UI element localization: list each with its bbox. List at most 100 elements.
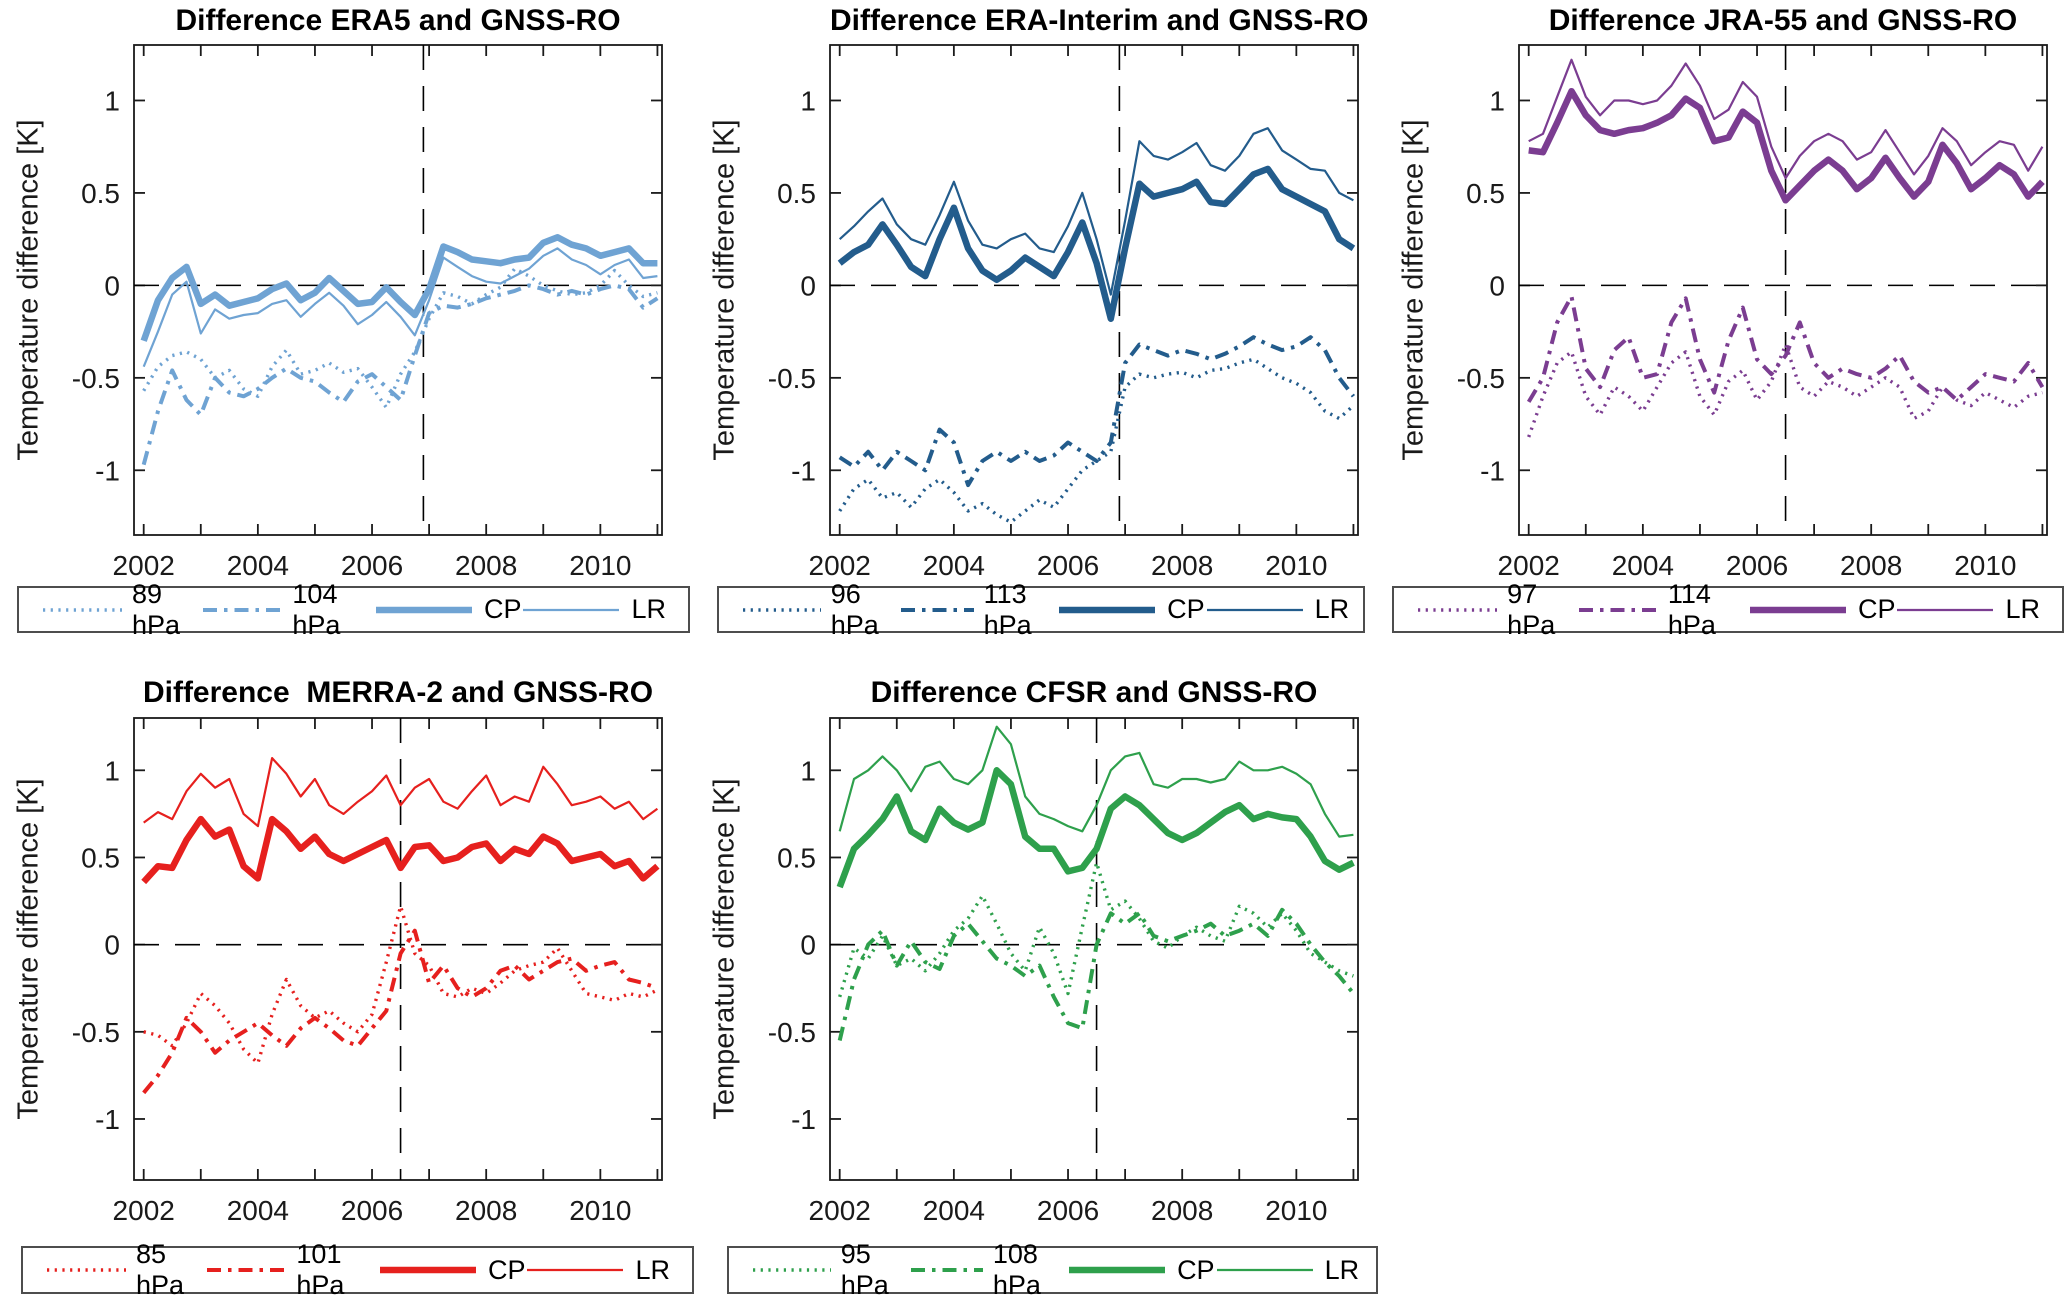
legend-merra2: 85 hPa 101 hPa CP LR — [21, 1239, 694, 1300]
series-line-lr — [142, 247, 658, 368]
x-tick-label: 2002 — [1498, 550, 1560, 581]
legend-sample-line-icon — [47, 1268, 126, 1272]
y-tick-label: -0.5 — [768, 363, 816, 394]
x-tick-label: 2008 — [1151, 1195, 1213, 1226]
legend-entry-cp: CP — [1067, 1255, 1215, 1286]
x-tick-label: 2008 — [1840, 550, 1902, 581]
legend-label: 96 hPa — [830, 578, 879, 640]
y-tick-label: 0.5 — [777, 842, 816, 873]
y-tick-label: 0 — [800, 930, 816, 961]
legend-sample-line-icon — [207, 1268, 287, 1272]
series-line-cp — [140, 234, 658, 342]
legend-cfsr: 95 hPa 108 hPa CP LR — [727, 1239, 1378, 1300]
legend-sample-line-icon — [1418, 607, 1498, 612]
legend-entry-113-hpa: 113 hPa — [899, 579, 1057, 641]
y-tick-label: -0.5 — [1457, 363, 1505, 394]
series-line-113-hpa — [838, 335, 1355, 488]
x-tick-label: 2004 — [923, 550, 985, 581]
legend-label: CP — [483, 594, 522, 624]
legend-sample-line-icon — [375, 606, 472, 613]
legend-entry-lr: LR — [525, 1255, 670, 1286]
x-tick-label: 2010 — [1265, 1195, 1327, 1226]
legend-sample-line-icon — [379, 1266, 476, 1274]
series-line-108-hpa — [837, 907, 1355, 1041]
legend-entry-85-hpa: 85 hPa — [45, 1239, 205, 1301]
x-tick-label: 2010 — [1265, 550, 1327, 581]
axes: 2002 2004 2006 2008 2010 1 0.5 0 -0.5 -1 — [1457, 44, 2048, 581]
y-tick-label: -1 — [791, 1104, 816, 1135]
legend-entry-101-hpa: 101 hPa — [205, 1239, 378, 1301]
y-tick-label: -0.5 — [72, 1017, 120, 1048]
legend-era5: 89 hPa 104 hPa CP LR — [17, 579, 690, 640]
y-tick-label: 0 — [104, 270, 120, 301]
axes: 2002 2004 2006 2008 2010 1 0.5 0 -0.5 -1 — [768, 44, 1359, 581]
y-tick-label: 1 — [1489, 85, 1505, 116]
panel-title-jra55: Difference JRA-55 and GNSS-RO — [1548, 4, 2018, 37]
legend-label: 113 hPa — [983, 578, 1032, 640]
legend-sample-line-icon — [43, 607, 122, 612]
x-tick-label: 2010 — [1954, 550, 2016, 581]
series-line-lr — [838, 725, 1354, 838]
series-line-cp — [141, 815, 660, 885]
y-tick-label: 0.5 — [81, 178, 120, 209]
legend-sample-line-icon — [527, 1268, 624, 1272]
y-tick-label: -1 — [95, 455, 120, 486]
legend-sample-line-icon — [1897, 608, 1994, 611]
x-tick-label: 2004 — [1612, 550, 1674, 581]
series-line-114-hpa — [1526, 294, 2045, 403]
axes: 2002 2004 2006 2008 2010 1 0.5 0 -0.5 -1 — [768, 717, 1359, 1226]
legend-label: CP — [1177, 1254, 1215, 1285]
panel-title-merra2: Difference MERRA-2 and GNSS-RO — [142, 676, 654, 709]
legend-label: CP — [1167, 594, 1205, 624]
x-tick-label: 2010 — [569, 550, 631, 581]
legend-entry-89-hpa: 89 hPa — [41, 579, 201, 641]
legend-entry-cp: CP — [1748, 594, 1896, 625]
axes: 2002 2004 2006 2008 2010 1 0.5 0 -0.5 -1 — [72, 717, 663, 1226]
x-tick-label: 2006 — [1726, 550, 1788, 581]
series-line-89-hpa — [142, 267, 658, 410]
y-tick-label: -0.5 — [72, 363, 120, 394]
y-tick-label: 1 — [104, 755, 120, 786]
legend-entry-97-hpa: 97 hPa — [1416, 579, 1577, 641]
series-line-cp — [1528, 87, 2045, 204]
legend-entry-lr: LR — [521, 594, 666, 625]
legend-label: LR — [631, 594, 666, 624]
x-tick-label: 2006 — [341, 550, 403, 581]
panel-title-era5: Difference ERA5 and GNSS-RO — [175, 4, 621, 37]
legend-sample-line-icon — [203, 607, 283, 612]
legend-sample-line-icon — [743, 607, 821, 612]
series-line-97-hpa — [1527, 342, 2043, 438]
legend-sample-line-icon — [1749, 606, 1846, 613]
legend-sample-line-icon — [523, 608, 620, 611]
series-line-lr — [838, 127, 1354, 296]
legend-label: CP — [1857, 594, 1896, 624]
x-tick-label: 2004 — [923, 1195, 985, 1226]
series-line-lr — [1528, 58, 2044, 180]
legend-entry-cp: CP — [374, 594, 522, 625]
series-line-cp — [837, 165, 1356, 322]
legend-label: 97 hPa — [1507, 578, 1556, 640]
legend-sample-line-icon — [1059, 606, 1156, 613]
legend-label: LR — [1314, 594, 1350, 624]
legend-entry-95-hpa: 95 hPa — [751, 1239, 909, 1301]
legend-label: 89 hPa — [132, 578, 181, 640]
x-tick-label: 2002 — [113, 550, 175, 581]
axes: 2002 2004 2006 2008 2010 1 0.5 0 -0.5 -1 — [72, 44, 663, 581]
legend-label: 85 hPa — [136, 1239, 185, 1300]
x-tick-label: 2006 — [1037, 550, 1099, 581]
x-tick-label: 2008 — [1151, 550, 1213, 581]
x-tick-label: 2002 — [809, 550, 871, 581]
y-tick-label: -1 — [1480, 455, 1505, 486]
legend-sample-line-icon — [901, 607, 974, 612]
legend-label: 114 hPa — [1667, 578, 1716, 640]
panel-title-cfsr: Difference CFSR and GNSS-RO — [870, 676, 1318, 709]
legend-entry-cp: CP — [378, 1254, 526, 1286]
series-line-95-hpa — [838, 861, 1354, 998]
legend-label: CP — [487, 1254, 526, 1285]
legend-sample-line-icon — [1216, 1268, 1313, 1272]
legend-label: 101 hPa — [296, 1239, 345, 1300]
x-tick-label: 2006 — [1037, 1195, 1099, 1226]
legend-label: LR — [2005, 594, 2040, 624]
